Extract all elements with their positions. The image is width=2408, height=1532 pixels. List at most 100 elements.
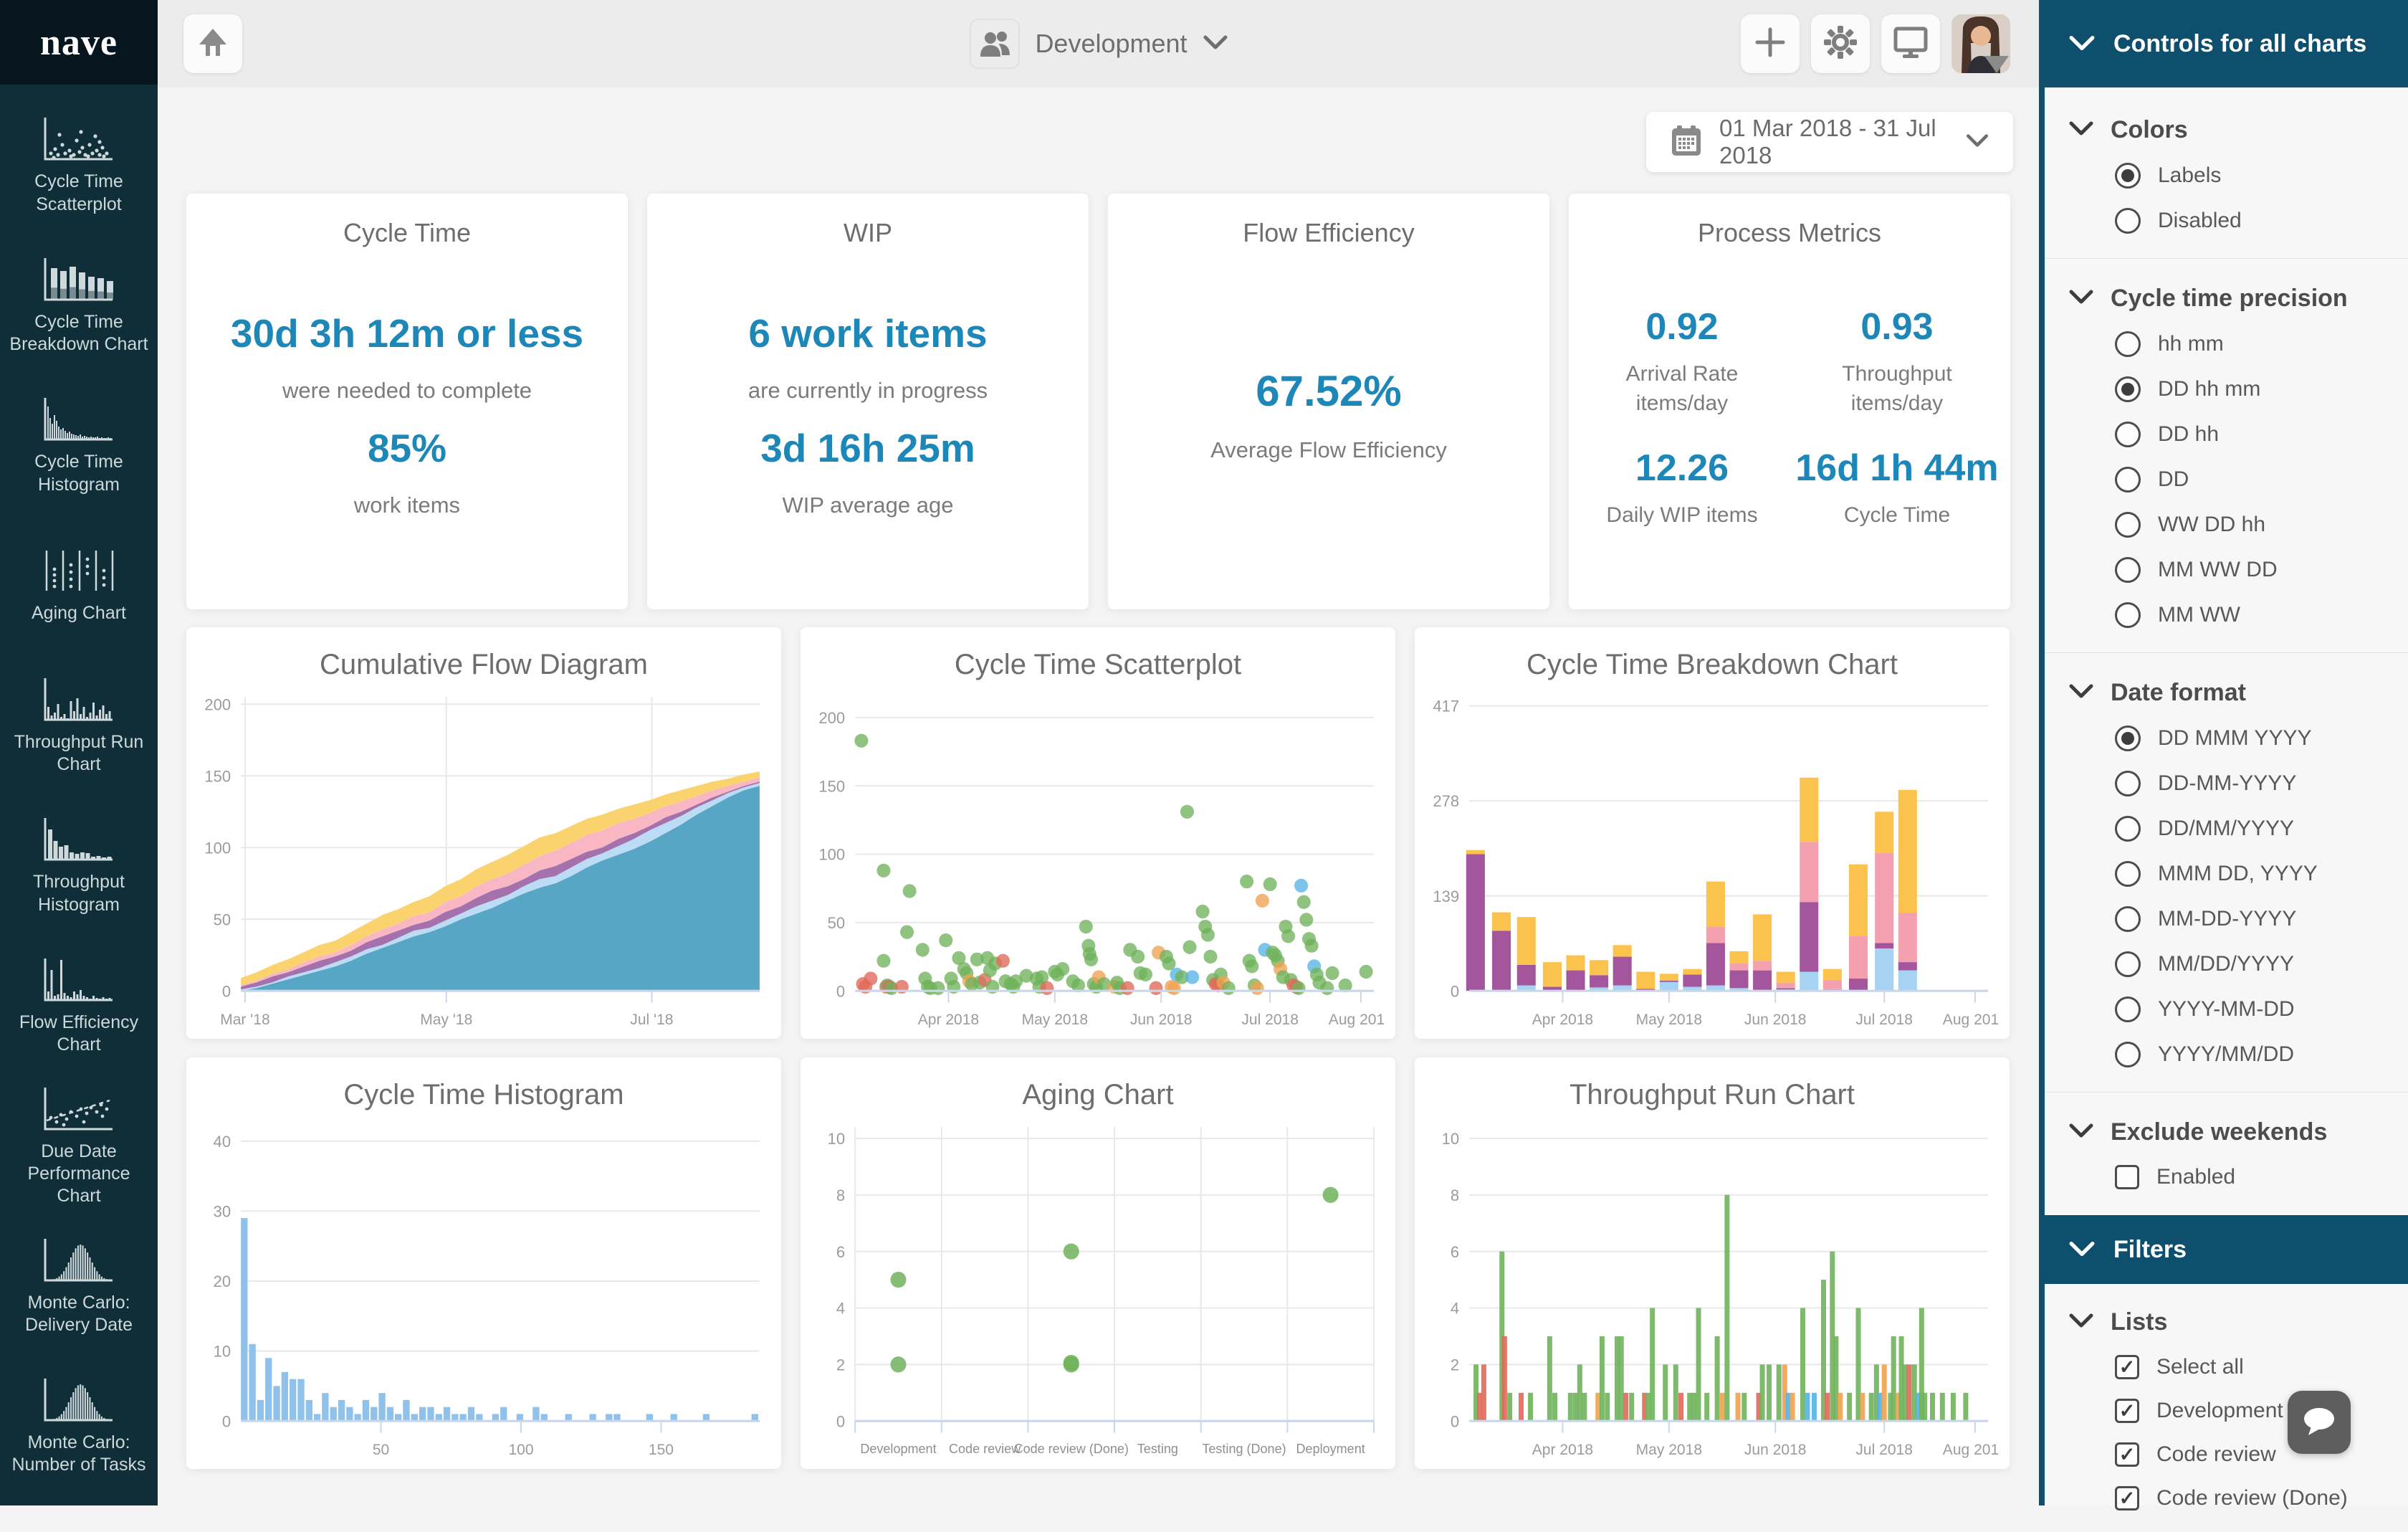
controls-panel-header[interactable]: Controls for all charts — [2045, 0, 2408, 87]
radio-dd-mmm-yyyy[interactable]: DD MMM YYYY — [2115, 725, 2408, 751]
chat-button[interactable] — [2288, 1391, 2351, 1454]
sidebar-item-label: Due Date Performance Chart — [7, 1141, 150, 1208]
metric-value: 0.93 — [1860, 305, 1933, 348]
checkbox-development[interactable]: ✓Development — [2115, 1399, 2408, 1423]
cycle-time-histogram: 010203040 50 100 150 — [186, 1111, 781, 1469]
svg-text:50: 50 — [828, 914, 846, 932]
topbar-actions — [1741, 14, 2010, 73]
avatar-caret-icon — [1984, 56, 2009, 73]
option-label: WW DD hh — [2158, 513, 2265, 537]
arrival-rate-metric: 0.92 Arrival Rate items/day — [1578, 305, 1786, 418]
radio-mm-dd-yyyy[interactable]: MM-DD-YYYY — [2115, 906, 2408, 932]
svg-text:0: 0 — [1451, 1412, 1459, 1430]
wip-count-label: are currently in progress — [748, 378, 988, 404]
add-button[interactable] — [1741, 14, 1800, 73]
chevron-down-icon — [2069, 289, 2093, 308]
svg-text:Testing (Done): Testing (Done) — [1202, 1442, 1286, 1456]
option-label: DD/MM/YYYY — [2158, 817, 2294, 841]
chevron-down-icon — [2069, 1123, 2093, 1142]
metric-value: 0.92 — [1645, 305, 1718, 348]
nave-logo[interactable]: nave — [0, 0, 158, 85]
checkbox-code-review[interactable]: ✓Code review — [2115, 1442, 2408, 1467]
controls-panel: Controls for all charts Colors Labels Dis… — [2039, 0, 2408, 1505]
chart-title: Cycle Time Histogram — [186, 1079, 781, 1111]
option-label: Code review (Done) — [2156, 1486, 2348, 1510]
svg-text:Code review: Code review — [949, 1442, 1021, 1456]
flow-efficiency-card: Flow Efficiency 67.52% Average Flow Effi… — [1108, 194, 1549, 609]
radio-mm-ww-dd[interactable]: MM WW DD — [2115, 557, 2408, 583]
radio-dd-mm-yyyy[interactable]: DD-MM-YYYY — [2115, 771, 2408, 796]
option-label: MMM DD, YYYY — [2158, 862, 2318, 886]
cumulative-flow-diagram: 050100150200 Mar '18 May '18 Jul '18 — [186, 681, 781, 1039]
section-header-filters[interactable]: Filters — [2045, 1215, 2408, 1284]
radio-icon — [2115, 816, 2141, 842]
chevron-down-icon — [2069, 1313, 2093, 1332]
radio-yyyy-mm-dd[interactable]: YYYY-MM-DD — [2115, 996, 2408, 1022]
radio-dd-hh-mm[interactable]: DD hh mm — [2115, 376, 2408, 402]
settings-button[interactable] — [1811, 14, 1870, 73]
radio-dd-hh[interactable]: DD hh — [2115, 422, 2408, 447]
plus-icon — [1754, 27, 1786, 62]
radio-mm-ww[interactable]: MM WW — [2115, 602, 2408, 628]
svg-text:0: 0 — [836, 1412, 845, 1430]
sidebar-item-label: Cycle Time Breakdown Chart — [7, 311, 150, 356]
radio-dd[interactable]: DD — [2115, 467, 2408, 493]
sidebar-item-due-date-performance-chart[interactable]: Due Date Performance Chart — [0, 1075, 158, 1215]
cumulative-flow-diagram-card: Cumulative Flow Diagram 050100150200 Mar… — [186, 627, 781, 1039]
svg-text:150: 150 — [649, 1442, 674, 1458]
section-header-date-format[interactable]: Date format — [2069, 679, 2408, 707]
sidebar-item-cycle-time-histogram[interactable]: Cycle Time Histogram — [0, 375, 158, 515]
option-label: hh mm — [2158, 332, 2224, 356]
option-label: DD hh — [2158, 422, 2219, 447]
section-header-colors[interactable]: Colors — [2069, 116, 2408, 144]
radio-mm-dd-yyyy[interactable]: MM/DD/YYYY — [2115, 951, 2408, 977]
svg-text:10: 10 — [828, 1130, 846, 1148]
display-button[interactable] — [1881, 14, 1940, 73]
section-header-lists[interactable]: Lists — [2069, 1308, 2408, 1336]
checkbox-code-review-done[interactable]: ✓Code review (Done) — [2115, 1486, 2408, 1510]
section-header-cycle-time-precision[interactable]: Cycle time precision — [2069, 285, 2408, 313]
sidebar-item-label: Flow Efficiency Chart — [7, 1012, 150, 1057]
option-label: DD — [2158, 467, 2189, 492]
sidebar-item-aging-chart[interactable]: Aging Chart — [0, 515, 158, 655]
radio-mmm-dd-yyyy[interactable]: MMM DD, YYYY — [2115, 861, 2408, 887]
wip-count: 6 work items — [748, 310, 987, 356]
board-switcher[interactable]: Development — [969, 0, 1227, 87]
section-header-exclude-weekends[interactable]: Exclude weekends — [2069, 1118, 2408, 1146]
radio-ww-dd-hh[interactable]: WW DD hh — [2115, 512, 2408, 538]
svg-text:May 2018: May 2018 — [1022, 1012, 1088, 1028]
calendar-icon — [1671, 124, 1702, 161]
radio-disabled[interactable]: Disabled — [2115, 208, 2408, 234]
radio-icon — [2115, 331, 2141, 357]
left-sidebar: nave Cycle Time Scatterplot Cycle Time B… — [0, 0, 158, 1505]
radio-icon — [2115, 512, 2141, 538]
checkbox-enabled[interactable]: Enabled — [2115, 1165, 2408, 1189]
checkbox-select-all[interactable]: ✓Select all — [2115, 1355, 2408, 1379]
section-divider — [2045, 652, 2408, 653]
radio-hh-mm[interactable]: hh mm — [2115, 331, 2408, 357]
radio-yyyy-mm-dd[interactable]: YYYY/MM/DD — [2115, 1042, 2408, 1067]
sidebar-item-cycle-time-breakdown-chart[interactable]: Cycle Time Breakdown Chart — [0, 234, 158, 374]
svg-text:Aug 2018: Aug 2018 — [1329, 1012, 1385, 1028]
date-range-picker[interactable]: 01 Mar 2018 - 31 Jul 2018 — [1646, 112, 2013, 172]
section-title: Lists — [2111, 1308, 2167, 1336]
metric-value: 16d 1h 44m — [1795, 447, 1998, 490]
sidebar-item-throughput-run-chart[interactable]: Throughput Run Chart — [0, 655, 158, 795]
sidebar-item-flow-efficiency-chart[interactable]: Flow Efficiency Chart — [0, 935, 158, 1075]
sidebar-item-monte-carlo-delivery-date[interactable]: Monte Carlo: Delivery Date — [0, 1215, 158, 1355]
home-button[interactable] — [183, 14, 242, 73]
metric-label: Arrival Rate items/day — [1578, 360, 1786, 418]
aging-chart-icon — [38, 545, 120, 595]
throughput-run-chart-card: Throughput Run Chart 0246810 Apr 2018 Ma… — [1415, 1057, 2010, 1469]
radio-labels[interactable]: Labels — [2115, 163, 2408, 189]
svg-text:Testing: Testing — [1137, 1442, 1178, 1456]
sidebar-item-monte-carlo-number-of-tasks[interactable]: Monte Carlo: Number of Tasks — [0, 1356, 158, 1495]
sidebar-item-throughput-histogram[interactable]: Throughput Histogram — [0, 795, 158, 935]
user-avatar[interactable] — [1951, 14, 2010, 73]
sidebar-item-cycle-time-scatterplot[interactable]: Cycle Time Scatterplot — [0, 95, 158, 234]
radio-icon — [2115, 906, 2141, 932]
radio-dd-mm-yyyy[interactable]: DD/MM/YYYY — [2115, 816, 2408, 842]
svg-text:Jun 2018: Jun 2018 — [1130, 1012, 1193, 1028]
radio-icon — [2115, 951, 2141, 977]
svg-text:Jun 2018: Jun 2018 — [1744, 1012, 1807, 1028]
